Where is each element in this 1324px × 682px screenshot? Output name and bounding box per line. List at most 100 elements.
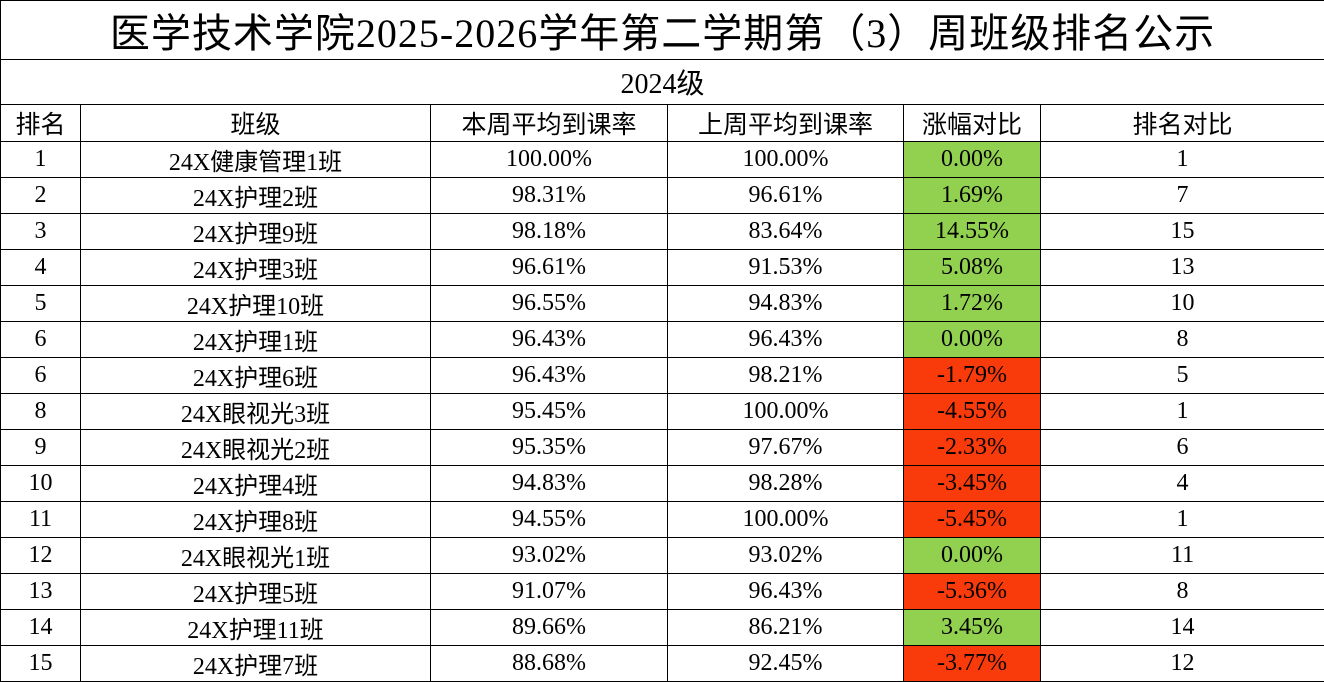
rank-cell: 6 [1, 322, 81, 358]
class-cell: 24X护理4班 [81, 466, 431, 502]
change-cell: 14.55% [904, 214, 1041, 250]
rank-cell: 3 [1, 214, 81, 250]
last-week-rate-cell: 83.64% [668, 214, 904, 250]
this-week-rate-cell: 98.31% [431, 178, 668, 214]
change-cell: 5.08% [904, 250, 1041, 286]
rank-cell: 11 [1, 502, 81, 538]
last-week-rate-cell: 92.45% [668, 646, 904, 682]
rank-compare-cell: 1 [1041, 394, 1324, 430]
last-week-rate-cell: 96.61% [668, 178, 904, 214]
last-week-rate-cell: 96.43% [668, 322, 904, 358]
rank-compare-cell: 1 [1041, 142, 1324, 178]
rank-compare-cell: 8 [1041, 574, 1324, 610]
last-week-rate-cell: 98.28% [668, 466, 904, 502]
this-week-rate-cell: 88.68% [431, 646, 668, 682]
this-week-rate-cell: 98.18% [431, 214, 668, 250]
last-week-rate-cell: 91.53% [668, 250, 904, 286]
rank-cell: 10 [1, 466, 81, 502]
change-cell: 0.00% [904, 322, 1041, 358]
this-week-rate-cell: 89.66% [431, 610, 668, 646]
class-cell: 24X护理1班 [81, 322, 431, 358]
change-cell: -3.45% [904, 466, 1041, 502]
class-cell: 24X健康管理1班 [81, 142, 431, 178]
this-week-rate-cell: 94.55% [431, 502, 668, 538]
rank-compare-cell: 14 [1041, 610, 1324, 646]
change-cell: 1.69% [904, 178, 1041, 214]
this-week-rate-cell: 91.07% [431, 574, 668, 610]
change-cell: -4.55% [904, 394, 1041, 430]
rank-compare-cell: 1 [1041, 502, 1324, 538]
rank-compare-cell: 13 [1041, 250, 1324, 286]
rank-compare-cell: 10 [1041, 286, 1324, 322]
rank-compare-cell: 12 [1041, 646, 1324, 682]
change-cell: -1.79% [904, 358, 1041, 394]
last-week-rate-cell: 100.00% [668, 394, 904, 430]
last-week-rate-cell: 98.21% [668, 358, 904, 394]
page-title: 医学技术学院2025-2026学年第二学期第（3）周班级排名公示 [1, 1, 1324, 60]
rank-compare-cell: 15 [1041, 214, 1324, 250]
this-week-rate-cell: 96.61% [431, 250, 668, 286]
this-week-rate-cell: 95.45% [431, 394, 668, 430]
header-row: 排名 班级 本周平均到课率 上周平均到课率 涨幅对比 排名对比 [1, 105, 1324, 142]
change-cell: -2.33% [904, 430, 1041, 466]
class-cell: 24X护理5班 [81, 574, 431, 610]
last-week-rate-cell: 93.02% [668, 538, 904, 574]
header-rank-compare: 排名对比 [1041, 105, 1324, 142]
header-last-week: 上周平均到课率 [668, 105, 904, 142]
rank-cell: 15 [1, 646, 81, 682]
class-cell: 24X护理2班 [81, 178, 431, 214]
class-cell: 24X眼视光3班 [81, 394, 431, 430]
last-week-rate-cell: 97.67% [668, 430, 904, 466]
last-week-rate-cell: 100.00% [668, 502, 904, 538]
this-week-rate-cell: 94.83% [431, 466, 668, 502]
class-cell: 24X护理6班 [81, 358, 431, 394]
change-cell: 3.45% [904, 610, 1041, 646]
this-week-rate-cell: 96.43% [431, 358, 668, 394]
rank-cell: 8 [1, 394, 81, 430]
rank-cell: 5 [1, 286, 81, 322]
class-cell: 24X眼视光2班 [81, 430, 431, 466]
rank-compare-cell: 6 [1041, 430, 1324, 466]
rank-cell: 1 [1, 142, 81, 178]
this-week-rate-cell: 96.55% [431, 286, 668, 322]
class-cell: 24X护理11班 [81, 610, 431, 646]
change-cell: -3.77% [904, 646, 1041, 682]
class-cell: 24X眼视光1班 [81, 538, 431, 574]
rank-compare-cell: 8 [1041, 322, 1324, 358]
header-rank: 排名 [1, 105, 81, 142]
last-week-rate-cell: 96.43% [668, 574, 904, 610]
change-cell: 0.00% [904, 538, 1041, 574]
rank-cell: 12 [1, 538, 81, 574]
last-week-rate-cell: 94.83% [668, 286, 904, 322]
rank-compare-cell: 5 [1041, 358, 1324, 394]
rank-cell: 9 [1, 430, 81, 466]
header-this-week: 本周平均到课率 [431, 105, 668, 142]
rank-cell: 2 [1, 178, 81, 214]
this-week-rate-cell: 95.35% [431, 430, 668, 466]
rank-cell: 14 [1, 610, 81, 646]
change-cell: -5.45% [904, 502, 1041, 538]
last-week-rate-cell: 86.21% [668, 610, 904, 646]
change-cell: 0.00% [904, 142, 1041, 178]
class-cell: 24X护理8班 [81, 502, 431, 538]
rank-compare-cell: 7 [1041, 178, 1324, 214]
class-cell: 24X护理7班 [81, 646, 431, 682]
header-change: 涨幅对比 [904, 105, 1041, 142]
class-cell: 24X护理3班 [81, 250, 431, 286]
rank-cell: 13 [1, 574, 81, 610]
rank-cell: 6 [1, 358, 81, 394]
